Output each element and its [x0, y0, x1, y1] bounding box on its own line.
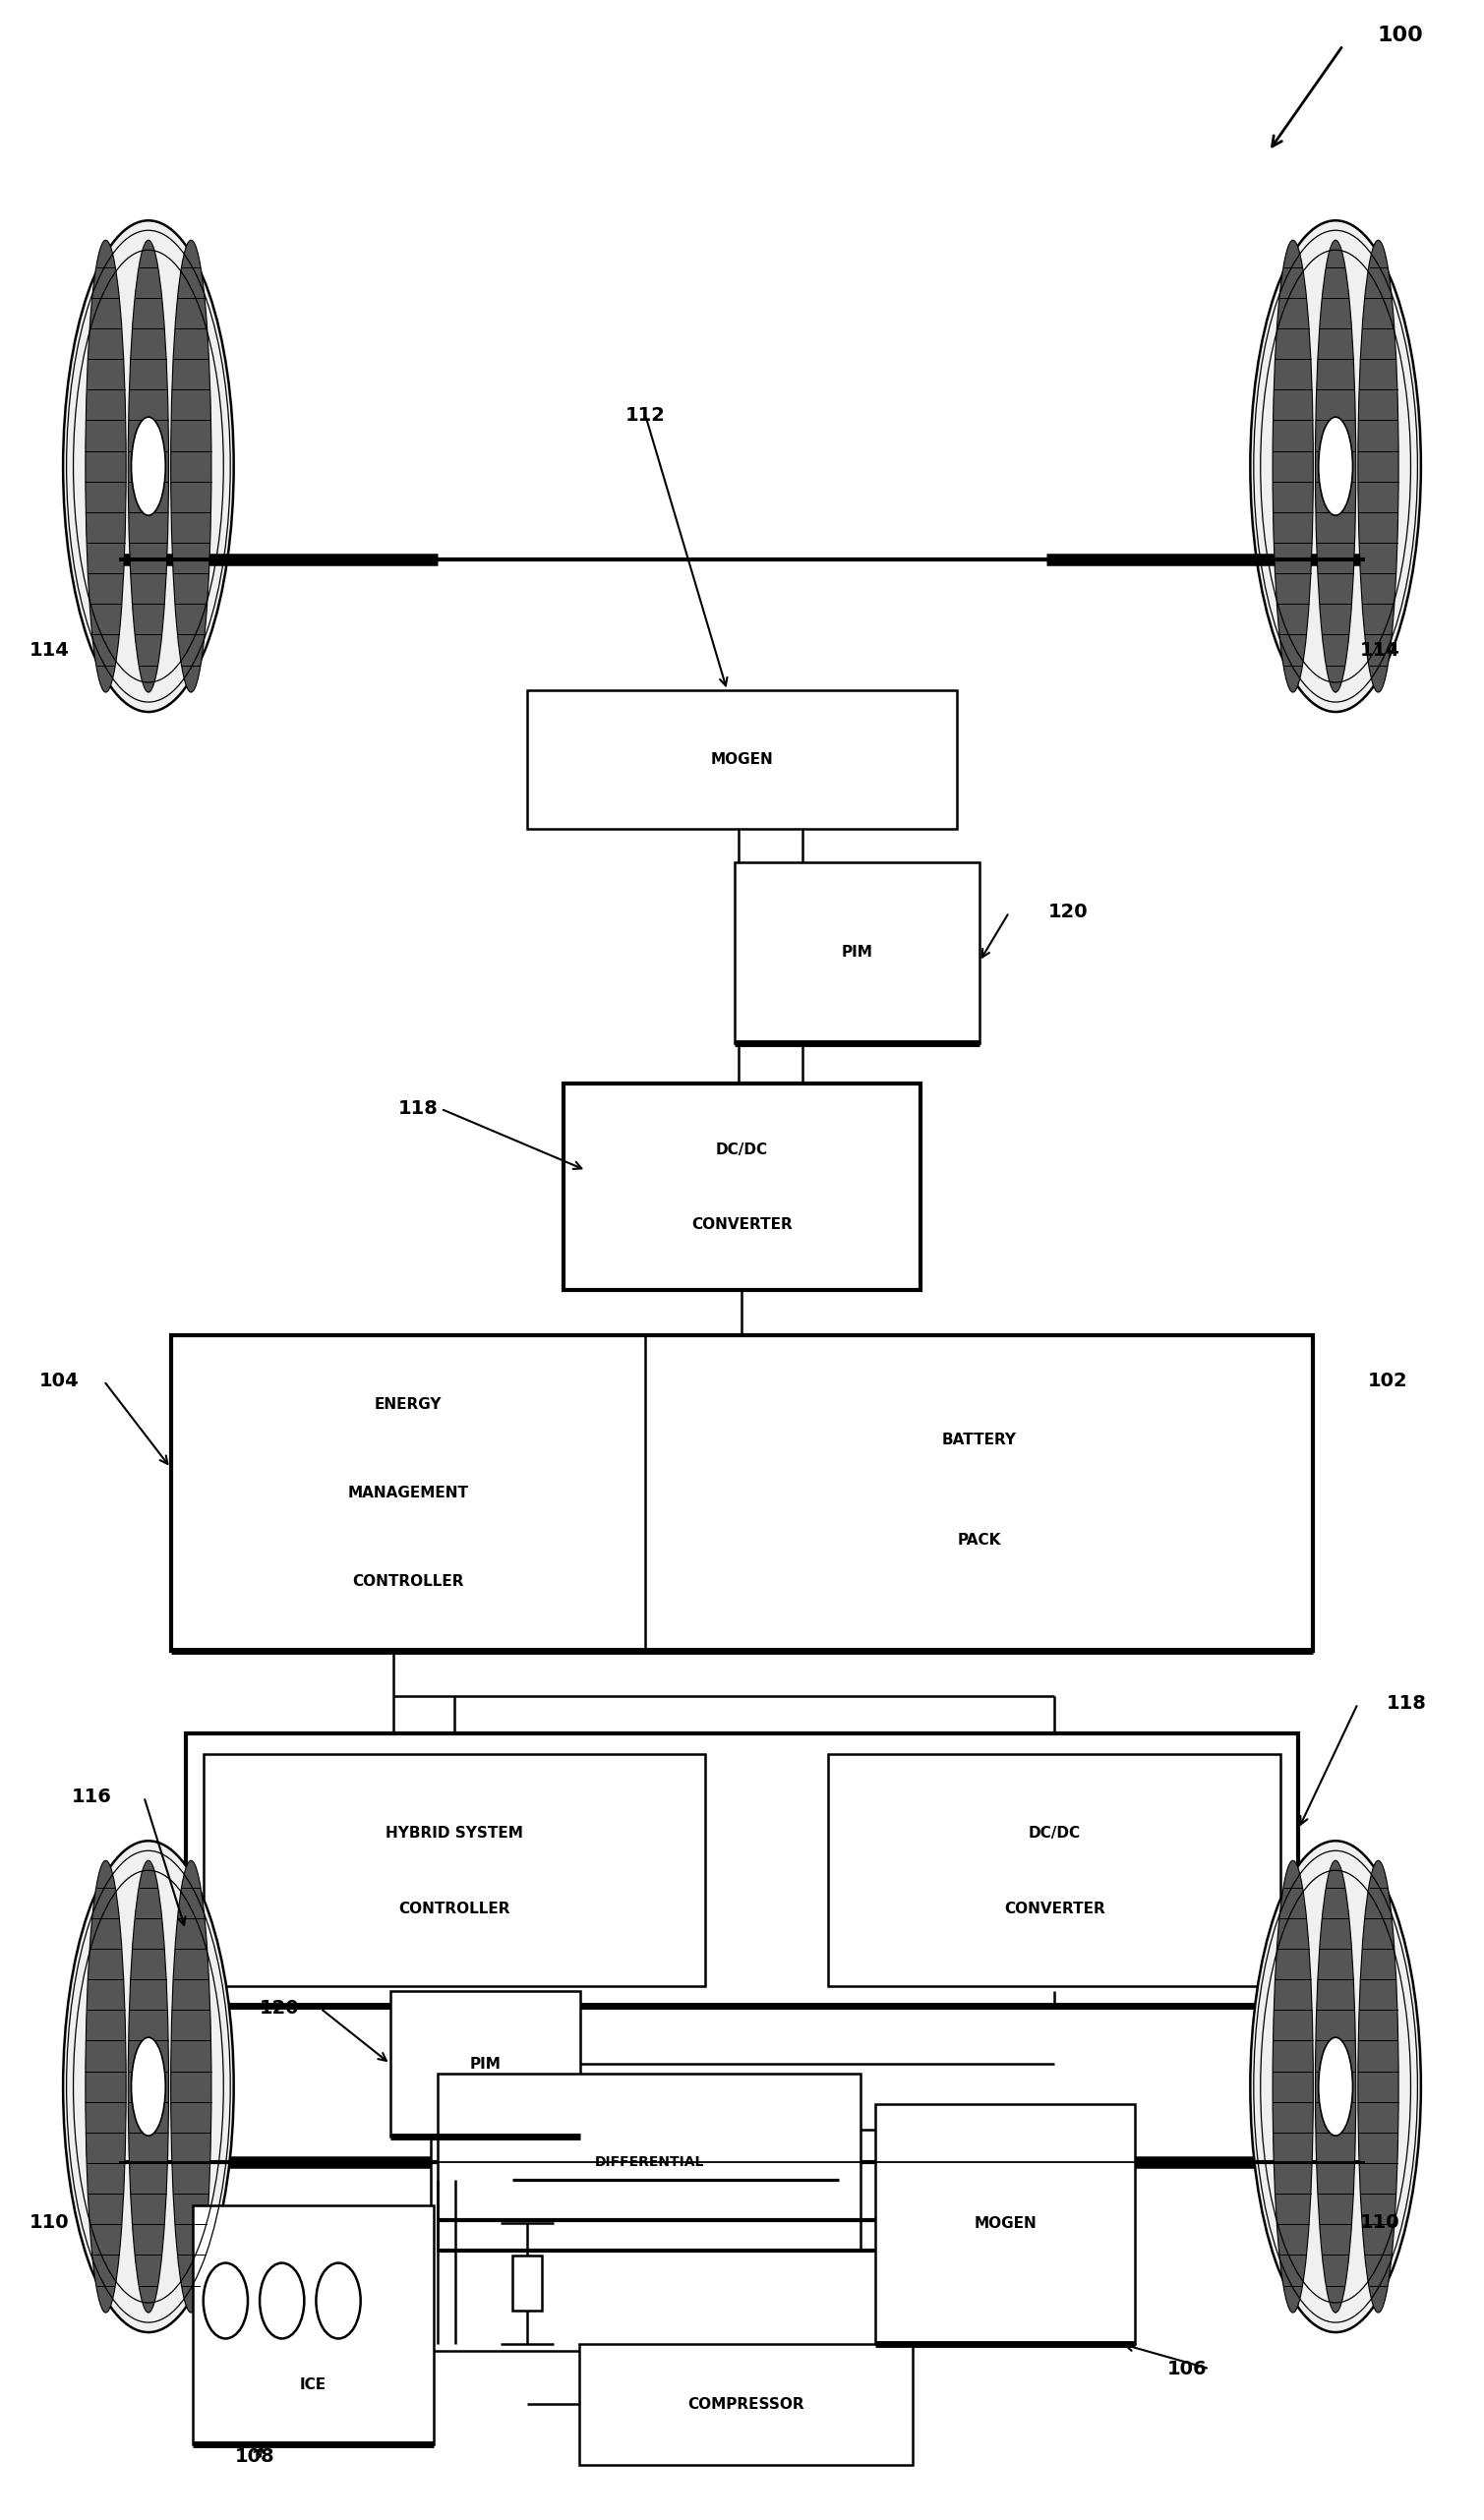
- Text: 104: 104: [40, 1371, 79, 1391]
- Text: 118: 118: [398, 1099, 439, 1119]
- Ellipse shape: [171, 239, 211, 693]
- Bar: [828, 1754, 1281, 1986]
- Bar: [876, 2104, 1135, 2344]
- Text: DC/DC: DC/DC: [1028, 1824, 1080, 1840]
- Ellipse shape: [128, 1860, 169, 2313]
- Text: 108: 108: [236, 2447, 275, 2467]
- Ellipse shape: [62, 1840, 234, 2334]
- Ellipse shape: [1250, 222, 1420, 713]
- Ellipse shape: [62, 222, 234, 713]
- Text: MANAGEMENT: MANAGEMENT: [347, 1487, 469, 1499]
- Text: 100: 100: [1377, 25, 1423, 45]
- Circle shape: [203, 2263, 248, 2339]
- Text: DC/DC: DC/DC: [715, 1142, 769, 1157]
- Text: PIM: PIM: [841, 945, 873, 960]
- Bar: [171, 1336, 1313, 1651]
- Ellipse shape: [1315, 239, 1356, 693]
- Ellipse shape: [1318, 2036, 1352, 2134]
- Circle shape: [260, 2263, 304, 2339]
- Bar: [438, 2074, 861, 2250]
- Text: 118: 118: [1386, 1693, 1428, 1714]
- Ellipse shape: [1250, 1840, 1420, 2334]
- Bar: [735, 862, 979, 1043]
- Text: 114: 114: [28, 640, 70, 660]
- Ellipse shape: [86, 239, 126, 693]
- Text: ENERGY: ENERGY: [374, 1399, 442, 1411]
- Ellipse shape: [1273, 239, 1313, 693]
- Circle shape: [316, 2263, 361, 2339]
- Ellipse shape: [1318, 416, 1352, 517]
- Text: COMPRESSOR: COMPRESSOR: [687, 2397, 804, 2412]
- Text: 116: 116: [71, 1787, 113, 1807]
- Bar: [390, 1991, 580, 2137]
- Text: 114: 114: [1359, 640, 1401, 660]
- Text: CONVERTER: CONVERTER: [1003, 1903, 1106, 1918]
- Text: 106: 106: [1168, 2359, 1206, 2379]
- Text: ICE: ICE: [300, 2376, 326, 2391]
- Ellipse shape: [1358, 239, 1398, 693]
- Text: MOGEN: MOGEN: [711, 753, 773, 766]
- Text: 120: 120: [1049, 902, 1088, 922]
- Bar: [186, 1734, 1298, 2006]
- Text: 110: 110: [1361, 2213, 1399, 2233]
- Text: PACK: PACK: [957, 1532, 1002, 1547]
- Text: CONVERTER: CONVERTER: [692, 1217, 792, 1232]
- Bar: [579, 2344, 913, 2465]
- Ellipse shape: [1315, 1860, 1356, 2313]
- Ellipse shape: [1358, 1860, 1398, 2313]
- Bar: [203, 1754, 705, 1986]
- Bar: [193, 2205, 433, 2444]
- Text: DIFFERENTIAL: DIFFERENTIAL: [595, 2155, 703, 2170]
- Bar: [527, 690, 957, 829]
- Text: CONTROLLER: CONTROLLER: [398, 1903, 510, 1918]
- Text: HYBRID SYSTEM: HYBRID SYSTEM: [386, 1824, 522, 1840]
- Ellipse shape: [1273, 1860, 1313, 2313]
- Text: CONTROLLER: CONTROLLER: [352, 1575, 464, 1588]
- Text: 112: 112: [625, 406, 666, 426]
- Text: PIM: PIM: [469, 2056, 502, 2071]
- Ellipse shape: [86, 1860, 126, 2313]
- Text: MOGEN: MOGEN: [974, 2218, 1037, 2230]
- Text: 110: 110: [30, 2213, 68, 2233]
- Text: 120: 120: [260, 1998, 298, 2019]
- Ellipse shape: [131, 416, 165, 517]
- Text: 102: 102: [1368, 1371, 1407, 1391]
- Ellipse shape: [171, 1860, 211, 2313]
- Ellipse shape: [131, 2036, 165, 2134]
- Ellipse shape: [128, 239, 169, 693]
- Bar: [430, 2129, 879, 2351]
- Bar: [564, 1084, 920, 1290]
- Bar: [512, 2255, 542, 2311]
- Text: BATTERY: BATTERY: [942, 1431, 1017, 1446]
